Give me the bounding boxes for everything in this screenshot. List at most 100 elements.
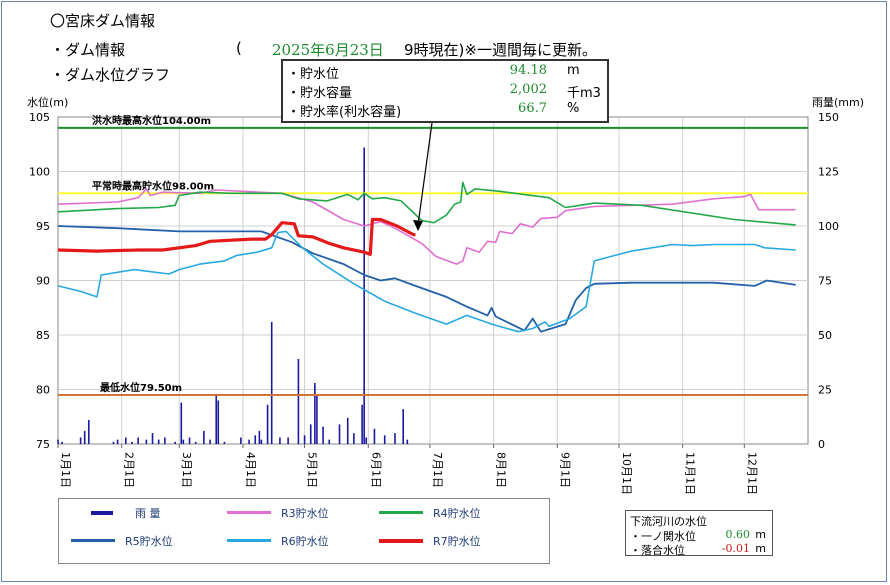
legend-label-r4: R4貯水位	[433, 507, 481, 520]
rain-bar	[209, 439, 211, 444]
rain-bar	[203, 430, 205, 444]
rain-bar	[303, 435, 306, 444]
rain-bar	[297, 358, 300, 444]
rain-bar	[223, 441, 226, 444]
dam-info-heading: ・ダム情報	[50, 41, 126, 59]
water-level-graph-heading: ・ダム水位グラフ	[50, 66, 171, 84]
reference-lines: 洪水時最高水位104.00m 平常時最高貯水位98.00m 最低水位79.50m	[58, 114, 808, 396]
rain-bar	[279, 437, 281, 444]
level-label: ・貯水位	[287, 67, 340, 82]
series-lines	[57, 181, 796, 333]
rain-bar	[353, 433, 355, 444]
callout-arrowhead	[413, 220, 423, 231]
reference-line-label: 平常時最高貯水位98.00m	[92, 179, 214, 192]
page-title: 〇宮床ダム情報	[50, 12, 156, 30]
x-tick-label: 6月1日	[369, 452, 382, 488]
rain-bar	[338, 424, 341, 444]
legend-swatch-r5	[71, 539, 115, 542]
rain-bar	[240, 437, 242, 444]
rain-bar	[145, 439, 148, 444]
rain-bar	[260, 439, 263, 444]
rain-bar	[258, 430, 261, 444]
rain-bar	[328, 439, 331, 444]
rain-bars	[57, 147, 409, 444]
y-tick-label: 95	[36, 220, 50, 233]
axes: 75 0 80 25 85 50 90 75 95 100 100 125 105 150 1月1日 2月1日…	[29, 111, 839, 495]
x-tick-label: 12月1日	[745, 452, 758, 495]
rain-bar	[373, 428, 376, 444]
ichinoseki-unit: m	[755, 528, 766, 541]
rain-bar	[314, 382, 316, 444]
series-line	[57, 217, 416, 256]
chart-legend: 雨 量 R3貯水位 R4貯水位 R5貯水位 R6貯水位 R7貯水位	[58, 498, 550, 564]
y-tick-label: 85	[36, 329, 50, 342]
x-tick-label: 10月1日	[620, 452, 633, 495]
rain-bar	[164, 437, 166, 444]
y-tick-label: 100	[29, 166, 50, 179]
rain-bar	[125, 437, 127, 444]
y2-tick-label: 150	[818, 111, 839, 124]
x-tick-label: 7月1日	[431, 452, 444, 488]
x-tick-label: 3月1日	[180, 452, 193, 488]
rate-value: 66.7	[518, 101, 547, 116]
legend-swatch-r4	[379, 511, 423, 514]
x-tick-label: 5月1日	[306, 452, 319, 488]
legend-swatch-rain	[91, 511, 113, 515]
ichinoseki-label: ・一ノ関水位	[630, 530, 696, 543]
legend-swatch-r3	[227, 511, 271, 514]
legend-label-r7: R7貯水位	[433, 535, 481, 548]
capacity-value: 2,002	[509, 82, 547, 97]
rain-bar	[287, 437, 289, 444]
x-tick-label: 1月1日	[59, 452, 72, 488]
rain-bar	[79, 437, 82, 444]
river-row-ochiai: ・落合水位 -0.01 m	[630, 542, 770, 557]
river-title: 下流河川の水位	[630, 515, 707, 528]
rain-bar	[116, 439, 119, 444]
legend-label-r3: R3貯水位	[281, 507, 329, 520]
x-tick-label: 4月1日	[244, 452, 257, 488]
y2-tick-label: 50	[818, 329, 832, 342]
rain-bar	[406, 439, 409, 444]
y2-tick-label: 125	[818, 166, 839, 179]
rain-bar	[363, 147, 365, 444]
date-paren-open: (	[236, 39, 242, 57]
level-value: 94.18	[509, 63, 547, 78]
reservoir-info-box: ・貯水位 94.18 m ・貯水容量 2,002 千m3 ・貯水率(利水容量) …	[281, 59, 609, 123]
rain-bar	[266, 404, 269, 444]
series-line	[57, 225, 796, 333]
callout-arrow	[417, 122, 433, 226]
y2-tick-label: 75	[818, 275, 832, 288]
rain-bar	[131, 441, 133, 444]
y2-tick-label: 25	[818, 384, 832, 397]
info-row-level: ・貯水位 94.18 m	[287, 63, 605, 82]
ochiai-value: -0.01	[721, 542, 750, 555]
rain-bar	[57, 439, 59, 444]
rain-bar	[346, 417, 349, 444]
capacity-label: ・貯水容量	[287, 86, 353, 101]
rain-bar	[188, 437, 191, 444]
legend-label-r5: R5貯水位	[125, 535, 173, 548]
update-time-note: 9時現在)※一週間毎に更新。	[404, 41, 597, 59]
x-tick-label: 8月1日	[495, 452, 508, 488]
y2-tick-label: 0	[818, 438, 825, 451]
x-tick-label: 9月1日	[558, 452, 571, 488]
rain-bar	[254, 435, 257, 444]
ichinoseki-value: 0.60	[725, 528, 751, 541]
legend-label-rain: 雨 量	[135, 507, 161, 520]
legend-swatch-r7	[379, 539, 423, 543]
rain-bar	[157, 439, 160, 444]
legend-label-r6: R6貯水位	[281, 535, 329, 548]
reference-line-label: 最低水位79.50m	[100, 381, 182, 394]
level-unit: m	[567, 63, 580, 78]
rain-bar	[365, 437, 368, 444]
rain-bar	[270, 321, 273, 444]
reference-line-label: 洪水時最高水位104.00m	[92, 114, 211, 127]
info-row-rate: ・貯水率(利水容量) 66.7 %	[287, 101, 605, 120]
y-tick-label: 105	[29, 111, 50, 124]
rain-bar	[83, 430, 86, 444]
series-line	[57, 181, 796, 226]
y-tick-label: 75	[36, 438, 50, 451]
y2-tick-label: 100	[818, 220, 839, 233]
rain-bar	[174, 441, 176, 444]
update-date: 2025年6月23日	[272, 41, 384, 59]
